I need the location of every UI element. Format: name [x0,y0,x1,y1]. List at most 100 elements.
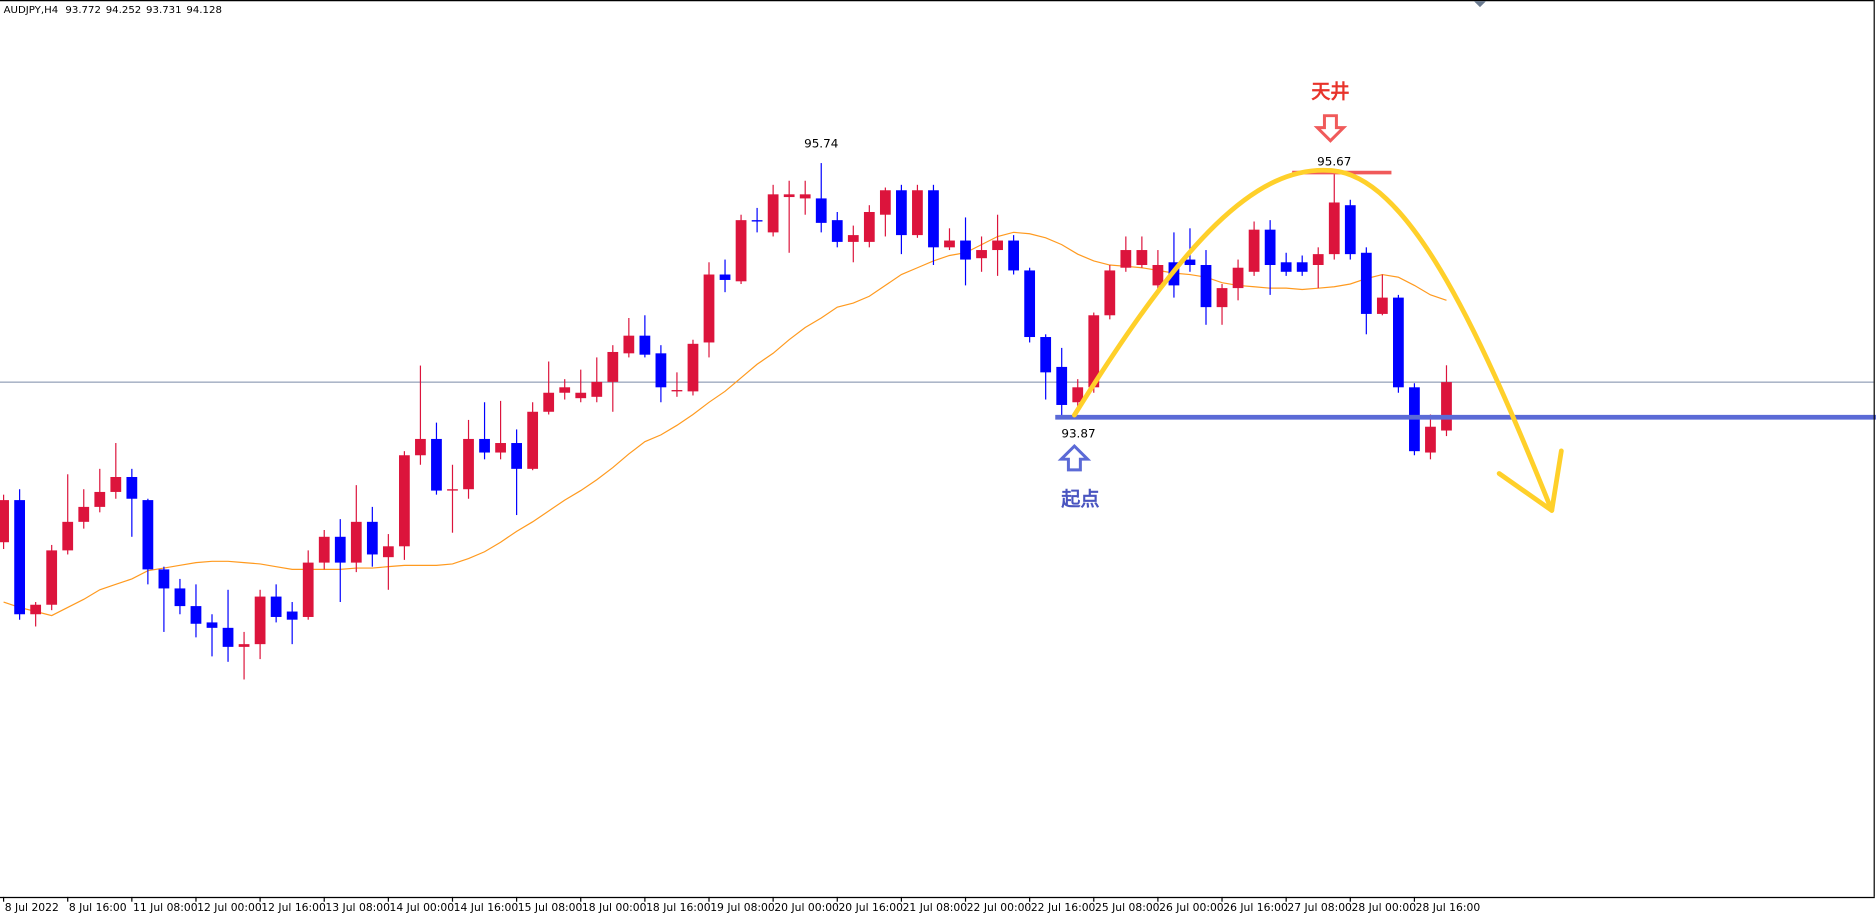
candle-body [703,274,715,343]
candle-body [206,622,218,628]
candle-body [944,240,955,248]
chart-header: AUDJPY,H4 93.772 94.252 93.731 94.128 [4,5,222,16]
candle-body [415,438,426,456]
candle-body [399,455,410,547]
candle-body [495,443,506,453]
x-tick-label: 11 Jul 08:00 [133,901,198,914]
x-tick-label: 8 Jul 16:00 [69,901,127,914]
x-tick-label: 20 Jul 16:00 [838,901,903,914]
candle-body [94,491,106,507]
candle-body [879,190,891,215]
candle-body [1040,337,1052,373]
candle-body [1296,262,1308,272]
candle-body [1088,315,1100,388]
candle-body [575,392,587,399]
candle-body [1232,267,1244,289]
candle-body [366,521,378,555]
candle-body [751,220,763,222]
candle-body [1136,250,1148,265]
candle-body [447,489,458,491]
candle-body [863,211,875,242]
x-tick-label: 25 Jul 08:00 [1095,901,1160,914]
candle-body [1008,240,1019,271]
candle-body [1344,205,1356,255]
candle-body [174,588,186,607]
x-tick-label: 28 Jul 16:00 [1416,901,1481,914]
shift-marker [1474,1,1486,8]
candle-body [1312,254,1324,265]
candle-body [767,194,779,233]
candle-body [222,627,234,647]
candle-body [831,220,843,242]
candle-body [607,351,619,382]
candle-body [976,250,987,259]
candle-body [1360,252,1372,314]
candle-body [1328,202,1340,255]
candle-body [1056,366,1068,405]
candle-body [559,387,571,393]
candle-body [334,536,346,563]
forecast-curve [1072,167,1555,513]
candle-body [30,604,42,615]
candle-body [238,644,250,647]
candle-body [350,521,362,563]
candle-body [655,353,667,388]
forecast-arrowhead [1496,448,1564,513]
candle-body [142,500,154,570]
x-tick-label: 14 Jul 16:00 [454,901,519,914]
candle-body [270,596,282,617]
candle-body [511,443,523,469]
start-arrow [1057,443,1092,472]
candle-body [126,476,138,499]
candle-body [158,569,170,589]
candle-body [527,411,539,469]
candle-body [1425,426,1436,453]
candle-body [1376,297,1388,314]
candle-body [62,521,74,551]
price-label: 95.74 [804,137,838,151]
candle-body [1248,229,1260,272]
top-label: 天井 [1311,80,1349,103]
x-tick-label: 14 Jul 00:00 [390,901,455,914]
candle-body [799,194,811,199]
candle-body [286,611,298,620]
candle-body [639,335,651,355]
x-tick-label: 28 Jul 00:00 [1351,901,1416,914]
candle-body [912,190,923,236]
header-open: 93.772 [65,5,101,16]
x-tick-label: 19 Jul 08:00 [710,901,775,914]
candle-body [1072,387,1084,403]
x-tick-label: 21 Jul 08:00 [903,901,968,914]
candle-body [671,390,683,392]
candle-body [735,220,747,282]
candle-body [847,235,859,242]
price-label: 93.87 [1061,426,1095,440]
x-tick-label: 18 Jul 16:00 [646,901,711,914]
candle-body [1184,259,1196,265]
x-tick-label: 15 Jul 08:00 [518,901,583,914]
header-high: 94.252 [106,5,142,16]
candle-body [479,438,490,453]
candle-body [623,335,635,354]
candle-body [687,343,699,392]
candle-body [896,190,907,236]
candle-body [783,194,795,198]
candle-body [0,500,9,543]
x-tick-label: 12 Jul 00:00 [197,901,262,914]
candle-body [46,550,58,605]
plot-area: 8 Jul 2022 8 Jul 16:00 11 Jul 08:00 12 Jul … [0,163,1876,914]
candle-body [1216,288,1228,308]
candle-body [591,381,603,397]
x-tick-label: 8 Jul 2022 [5,901,59,914]
top-arrow [1313,114,1348,143]
candle-body [992,240,1003,251]
x-tick-label: 20 Jul 00:00 [774,901,839,914]
candle-body [960,240,971,260]
candle-body [78,506,90,522]
start-label: 起点 [1060,488,1099,511]
x-tick-label: 22 Jul 00:00 [967,901,1032,914]
candle-body [302,562,314,617]
